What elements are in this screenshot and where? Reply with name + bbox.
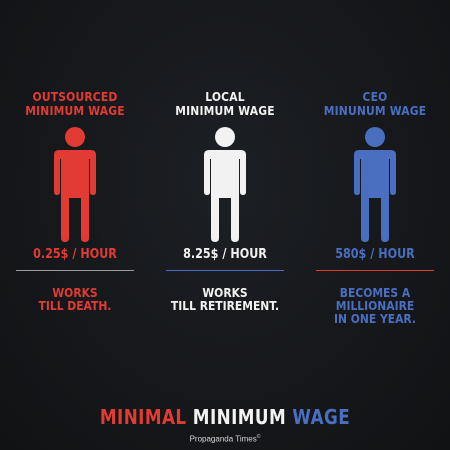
heading-line: MINUNUM WAGE [323,103,427,118]
wage-label: 8.25$ / HOUR [183,247,267,262]
person-icon [354,127,396,242]
person-icon [204,127,246,242]
copyright-mark: © [256,434,261,440]
divider [16,270,134,271]
title-word-minimal: MINIMAL [99,405,187,429]
credit-text: Propaganda Times [189,434,257,444]
column-heading: OUTSOURCED MINIMUM WAGE [11,90,140,118]
heading-line: LOCAL [205,89,245,104]
heading-line: OUTSOURCED [32,89,118,104]
column-note: BECOMES A MILLIONAIRE IN ONE YEAR. [311,286,440,325]
note-line: BECOMES A [339,285,411,300]
column-local: LOCAL MINIMUM WAGE 8.25$ / HOUR WORKS TI… [150,0,300,380]
note-line: WORKS [52,285,98,300]
note-line: IN ONE YEAR. [334,311,416,326]
title-word-minimum: MINIMUM [192,405,287,429]
column-heading: LOCAL MINIMUM WAGE [161,90,290,118]
column-outsourced: OUTSOURCED MINIMUM WAGE 0.25$ / HOUR WOR… [0,0,150,380]
note-line: TILL RETIREMENT. [170,298,280,313]
heading-line: CEO [362,89,388,104]
note-line: TILL DEATH. [38,298,112,313]
wage-label: 580$ / HOUR [335,247,415,262]
heading-line: MINIMUM WAGE [175,103,275,118]
person-icon [54,127,96,242]
column-heading: CEO MINUNUM WAGE [311,90,440,118]
heading-line: MINIMUM WAGE [25,103,125,118]
note-line: MILLIONAIRE [335,298,415,313]
page-title: MINIMAL MINIMUM WAGE [36,405,414,429]
note-line: WORKS [202,285,248,300]
divider [316,270,434,271]
credit-line: Propaganda Times© [0,434,450,444]
column-note: WORKS TILL RETIREMENT. [161,286,290,312]
column-note: WORKS TILL DEATH. [11,286,140,312]
divider [166,270,284,271]
wage-label: 0.25$ / HOUR [33,247,117,262]
title-word-wage: WAGE [292,405,351,429]
column-ceo: CEO MINUNUM WAGE 580$ / HOUR BECOMES A M… [300,0,450,380]
